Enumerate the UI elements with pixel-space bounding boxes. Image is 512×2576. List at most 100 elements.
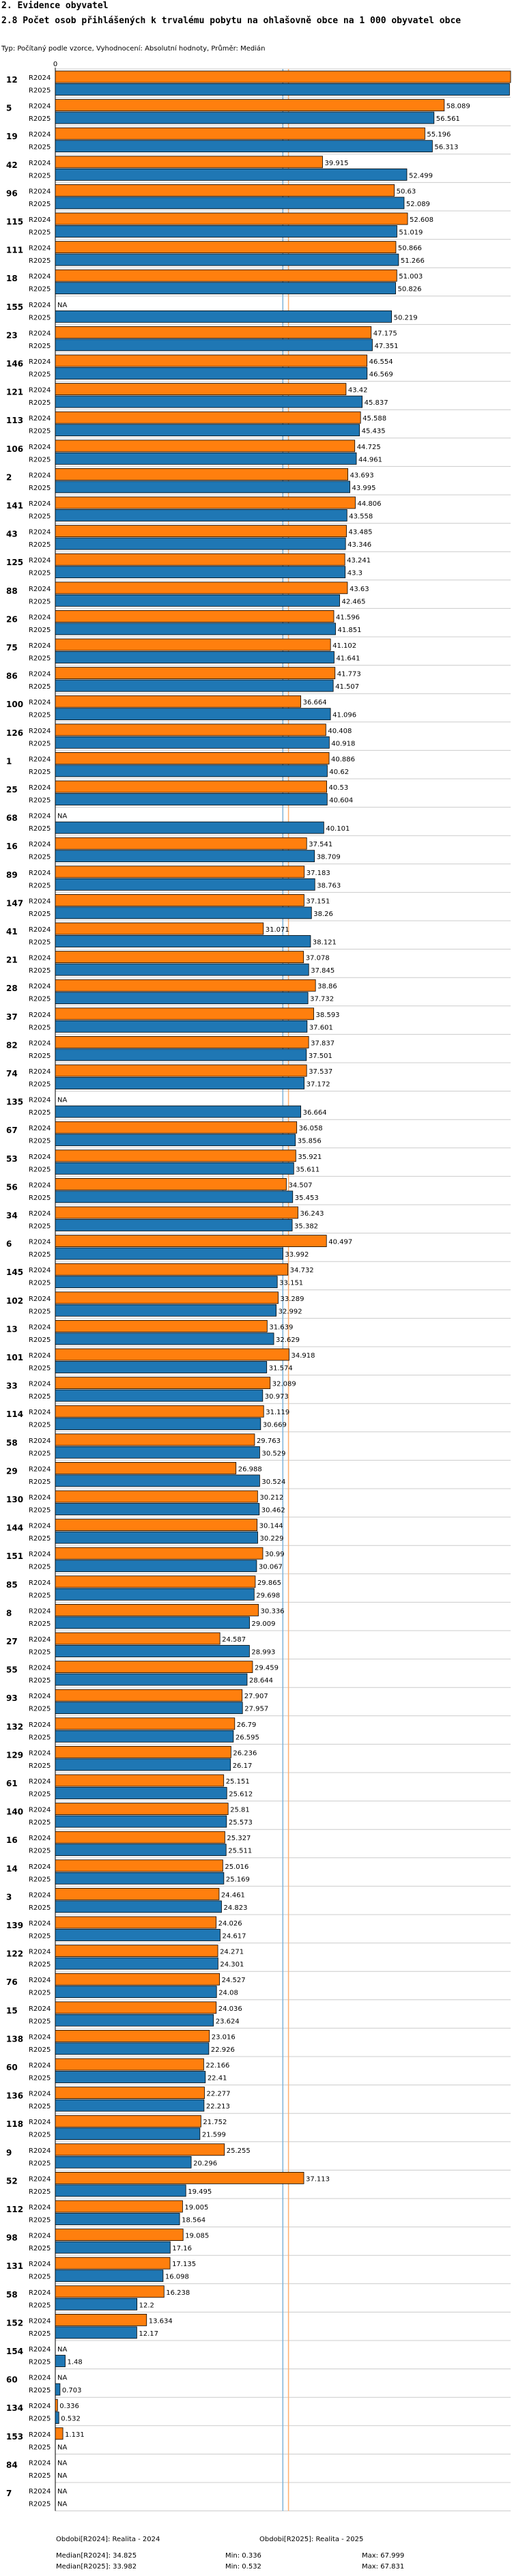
value-label: 37.537 — [309, 1068, 332, 1076]
bar-r2025 — [55, 1048, 307, 1061]
bar-r2025 — [55, 1702, 243, 1715]
series-label: R2024 — [29, 671, 51, 678]
value-label: 56.313 — [434, 144, 458, 152]
value-label: 30.669 — [263, 1422, 287, 1429]
bar-r2024 — [55, 2285, 165, 2298]
category-label: 58 — [6, 2290, 18, 2300]
bar-r2025 — [55, 1560, 257, 1573]
value-label: 34.507 — [288, 1182, 312, 1189]
series-label: R2025 — [29, 1564, 51, 1571]
category-label: 125 — [6, 558, 23, 567]
category-label: 23 — [6, 330, 18, 340]
series-label: R2024 — [29, 1607, 51, 1615]
value-label: 44.806 — [357, 500, 381, 508]
bar-r2024 — [55, 1490, 258, 1503]
value-label: 41.773 — [337, 671, 361, 678]
value-label: 25.169 — [226, 1876, 250, 1883]
bar-r2025 — [55, 2128, 201, 2141]
value-label: 23.624 — [216, 2018, 240, 2025]
bar-r2024 — [55, 2313, 147, 2326]
value-label: 37.501 — [309, 1053, 332, 1060]
series-label: R2024 — [29, 699, 51, 706]
value-label: 25.151 — [226, 1778, 250, 1786]
bar-r2024 — [55, 1831, 225, 1844]
bar-r2024 — [55, 1774, 225, 1787]
bar-r2025 — [55, 111, 435, 124]
value-label: 22.41 — [208, 2075, 227, 2083]
series-label: R2024 — [29, 2062, 51, 2070]
series-label: R2025 — [29, 1422, 51, 1429]
value-label: 35.382 — [294, 1223, 318, 1231]
bar-r2025 — [55, 708, 331, 721]
value-label: 56.561 — [436, 115, 460, 123]
category-label: 13 — [6, 1324, 18, 1334]
bar-r2025 — [55, 1673, 248, 1686]
category-label: 42 — [6, 160, 18, 170]
series-label: R2024 — [29, 1636, 51, 1644]
bar-r2025 — [55, 2298, 138, 2310]
value-label: 19.495 — [188, 2188, 212, 2196]
bar-r2025 — [55, 1446, 260, 1459]
bar-r2024 — [55, 1036, 309, 1048]
series-label: R2024 — [29, 2204, 51, 2212]
series-label: R2025 — [29, 1848, 51, 1855]
category-label: 60 — [6, 2375, 18, 2385]
series-label: R2024 — [29, 2033, 51, 2041]
series-label: R2024 — [29, 2459, 51, 2467]
value-label: 22.213 — [206, 2103, 230, 2110]
category-label: 101 — [6, 1353, 23, 1362]
value-label: 43.346 — [347, 541, 371, 549]
series-label: R2025 — [29, 2387, 51, 2394]
value-label: 43.995 — [352, 485, 376, 492]
series-label: R2024 — [29, 1409, 51, 1416]
value-label: 21.752 — [203, 2119, 227, 2126]
series-label: R2024 — [29, 784, 51, 792]
bar-r2025 — [55, 1276, 278, 1289]
bar-r2024 — [55, 1945, 218, 1958]
bar-r2025 — [55, 821, 324, 834]
chart-subtitle: Typ: Počítaný podle vzorce, Vyhodnocení:… — [1, 45, 266, 53]
series-label: R2024 — [29, 273, 51, 281]
series-label: R2024 — [29, 2147, 51, 2155]
bar-r2024 — [55, 326, 372, 339]
bar-r2025 — [55, 282, 396, 295]
series-label: R2024 — [29, 2005, 51, 2013]
series-label: R2024 — [29, 160, 51, 167]
series-label: R2025 — [29, 2217, 51, 2224]
category-label: 43 — [6, 530, 18, 539]
bar-r2024 — [55, 1689, 243, 1702]
value-label: 38.26 — [313, 911, 333, 918]
series-label: R2024 — [29, 1835, 51, 1842]
value-label: 26.79 — [237, 1721, 257, 1729]
series-label: R2024 — [29, 188, 51, 195]
series-label: R2024 — [29, 1012, 51, 1019]
value-label: 25.81 — [230, 1807, 250, 1814]
value-label: 40.53 — [329, 784, 349, 792]
bar-r2024 — [55, 99, 445, 112]
value-label: 45.837 — [365, 399, 388, 407]
category-label: 28 — [6, 984, 18, 993]
series-label: R2024 — [29, 2431, 51, 2439]
value-label: 44.725 — [357, 444, 381, 451]
na-label: NA — [57, 2472, 67, 2480]
value-label: 17.16 — [172, 2245, 192, 2252]
category-label: 26 — [6, 614, 18, 624]
bar-r2024 — [55, 1178, 287, 1190]
series-label: R2024 — [29, 1977, 51, 1984]
bar-r2025 — [55, 2014, 214, 2027]
bar-r2024 — [55, 638, 331, 651]
bar-r2025 — [55, 878, 315, 891]
series-label: R2024 — [29, 444, 51, 451]
median-r2025: Median[R2025]: 33.982 — [56, 2563, 137, 2571]
value-label: 31.071 — [266, 926, 289, 934]
bar-r2024 — [55, 2229, 184, 2242]
bar-r2025 — [55, 1645, 250, 1657]
min-r2024: Min: 0.336 — [225, 2552, 261, 2560]
series-label: R2025 — [29, 1876, 51, 1883]
category-label: 93 — [6, 1693, 18, 1703]
series-label: R2024 — [29, 2317, 51, 2325]
bar-r2025 — [55, 2355, 66, 2367]
bar-r2025 — [55, 140, 433, 153]
value-label: 12.17 — [139, 2330, 158, 2338]
category-label: 15 — [6, 2006, 18, 2016]
